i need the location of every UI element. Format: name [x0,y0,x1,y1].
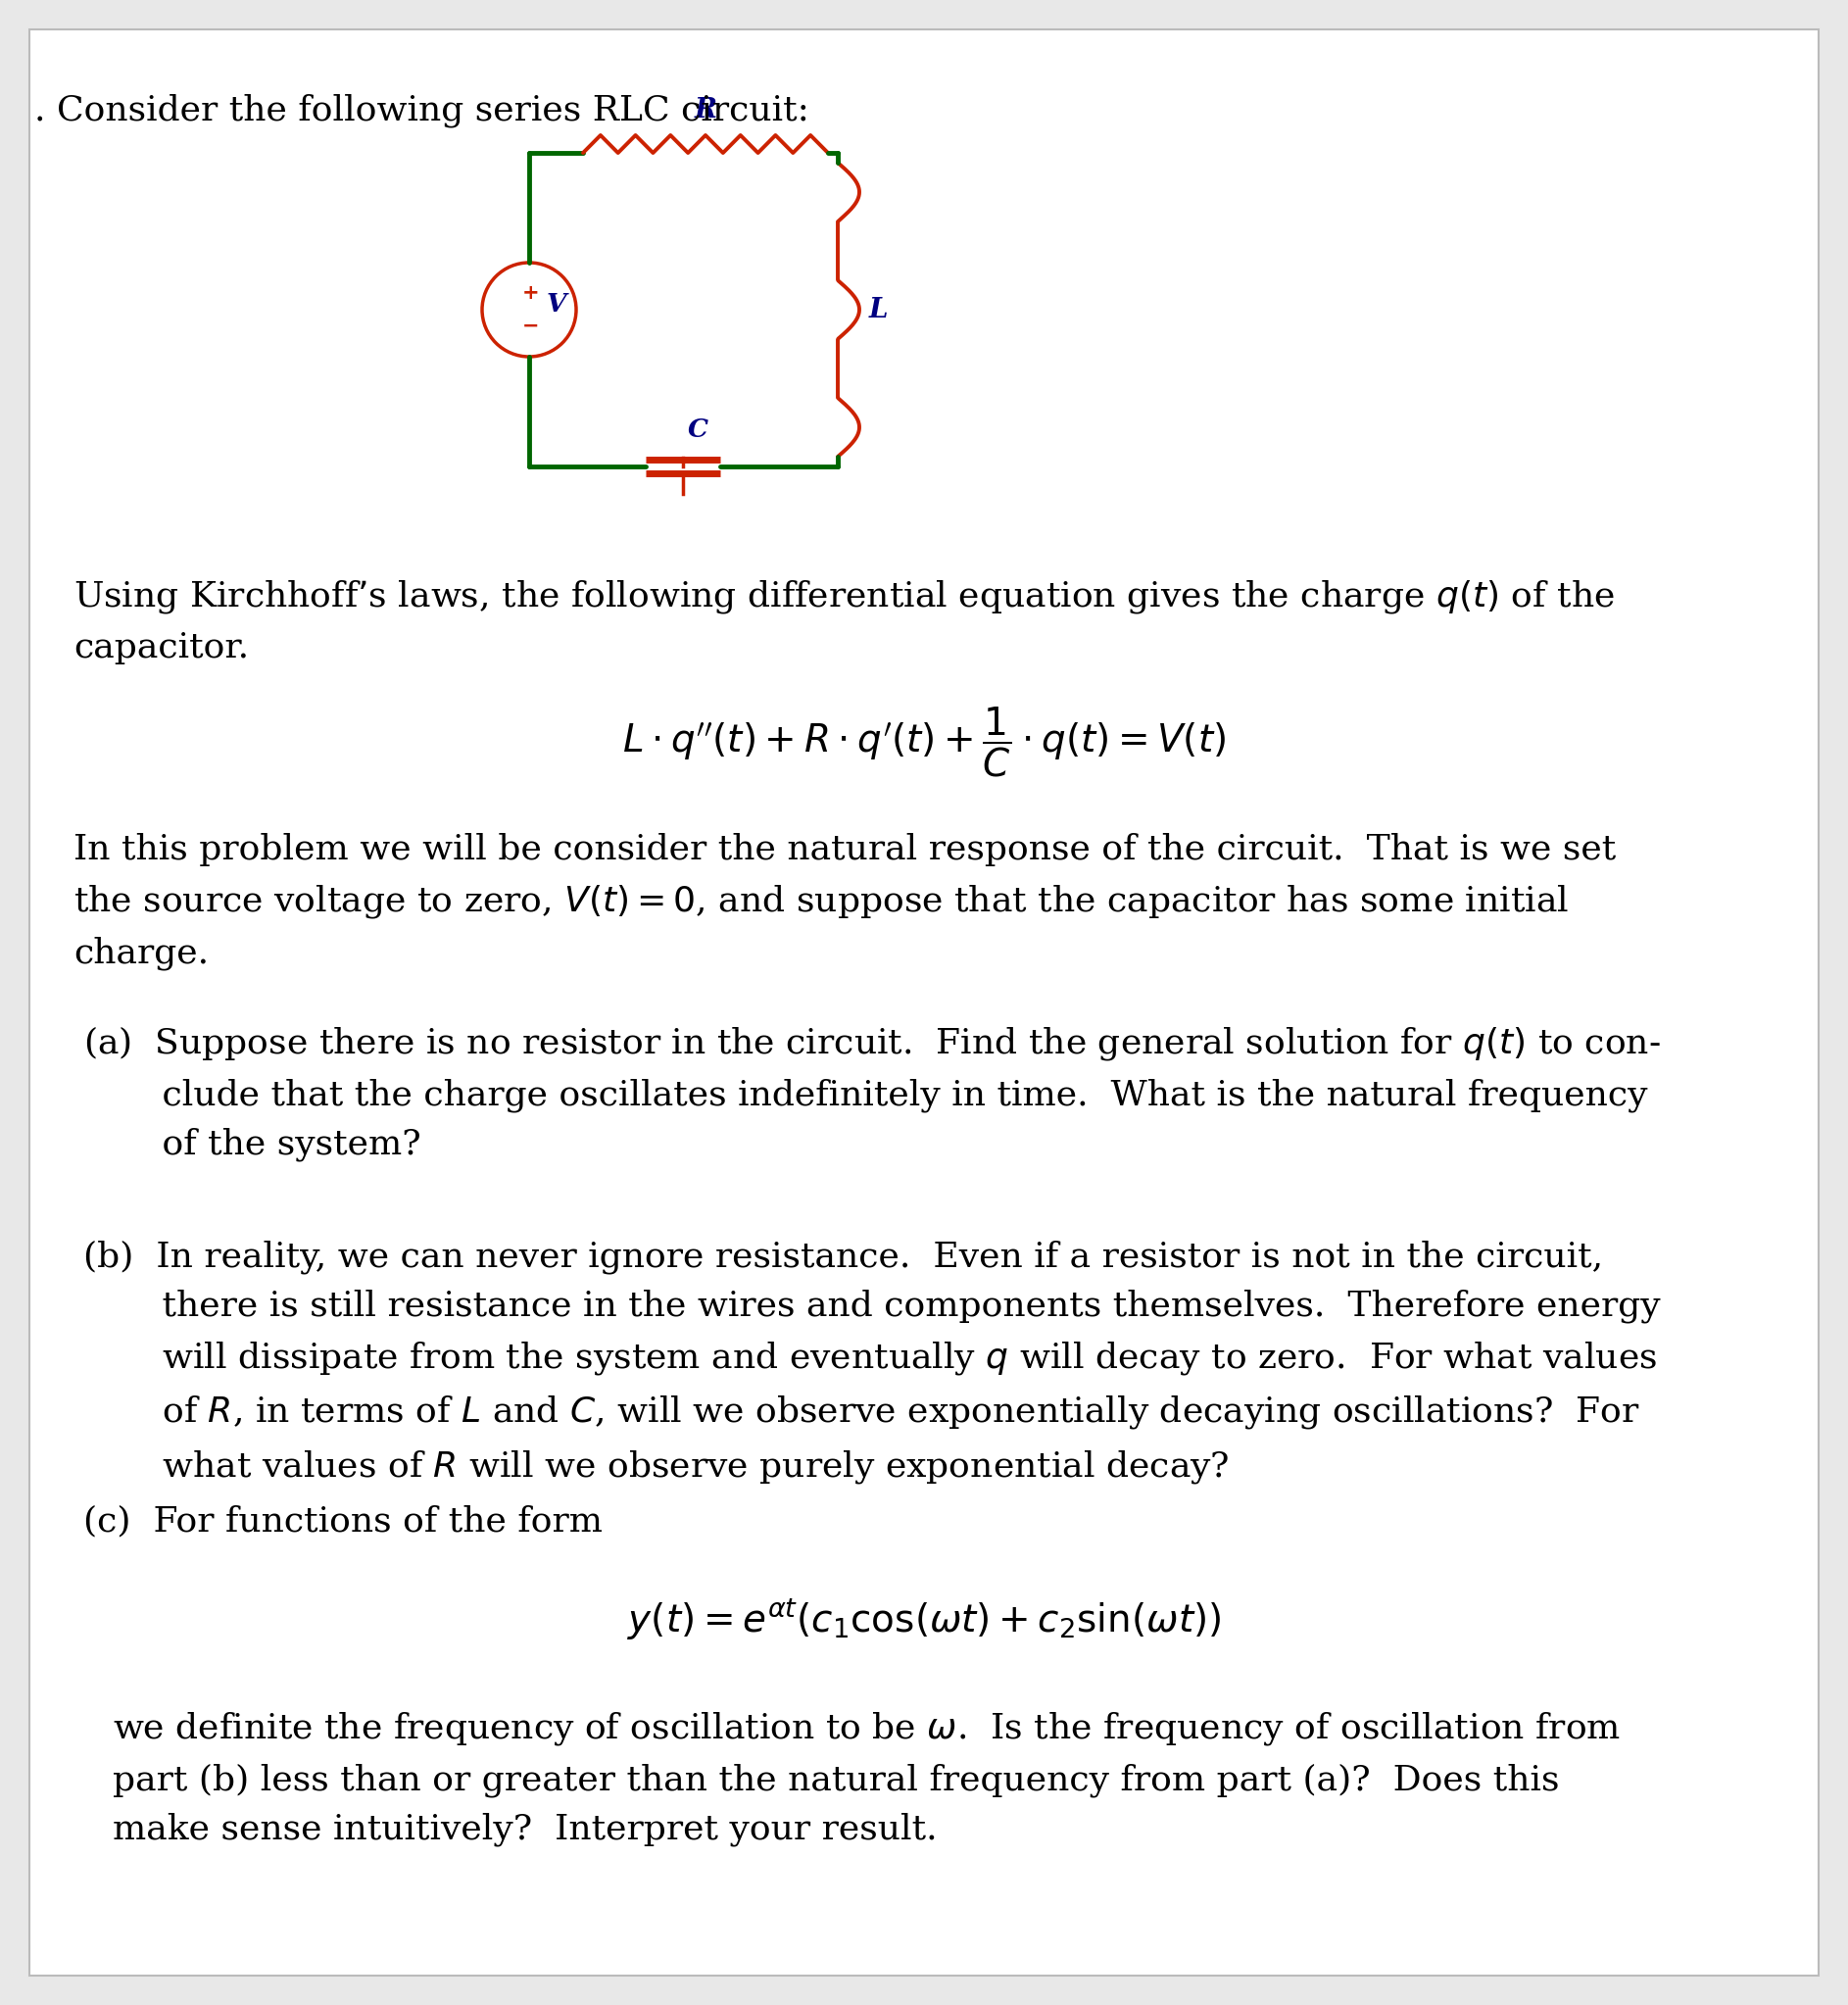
Text: $L \cdot q^{\prime\prime}(t) + R \cdot q^{\prime}(t) + \dfrac{1}{C} \cdot q(t) =: $L \cdot q^{\prime\prime}(t) + R \cdot q… [623,706,1225,780]
Text: $y(t) = e^{\alpha t}(c_1 \cos(\omega t) + c_2 \sin(\omega t))$: $y(t) = e^{\alpha t}(c_1 \cos(\omega t) … [626,1598,1222,1642]
Text: (a)  Suppose there is no resistor in the circuit.  Find the general solution for: (a) Suppose there is no resistor in the … [83,1025,1661,1161]
Text: . Consider the following series RLC circuit:: . Consider the following series RLC circ… [35,92,809,126]
Text: (c)  For functions of the form: (c) For functions of the form [83,1504,602,1538]
Text: +: + [523,283,540,303]
Text: L: L [869,297,889,323]
Text: Using Kirchhoff’s laws, the following differential equation gives the charge $q(: Using Kirchhoff’s laws, the following di… [74,577,1615,664]
Text: R: R [695,96,717,124]
Text: −: − [523,317,540,337]
Text: we definite the frequency of oscillation to be $\omega$.  Is the frequency of os: we definite the frequency of oscillation… [113,1710,1621,1847]
Text: V: V [547,293,567,317]
Text: In this problem we will be consider the natural response of the circuit.  That i: In this problem we will be consider the … [74,832,1615,970]
Text: C: C [687,417,708,441]
Text: (b)  In reality, we can never ignore resistance.  Even if a resistor is not in t: (b) In reality, we can never ignore resi… [83,1239,1661,1486]
